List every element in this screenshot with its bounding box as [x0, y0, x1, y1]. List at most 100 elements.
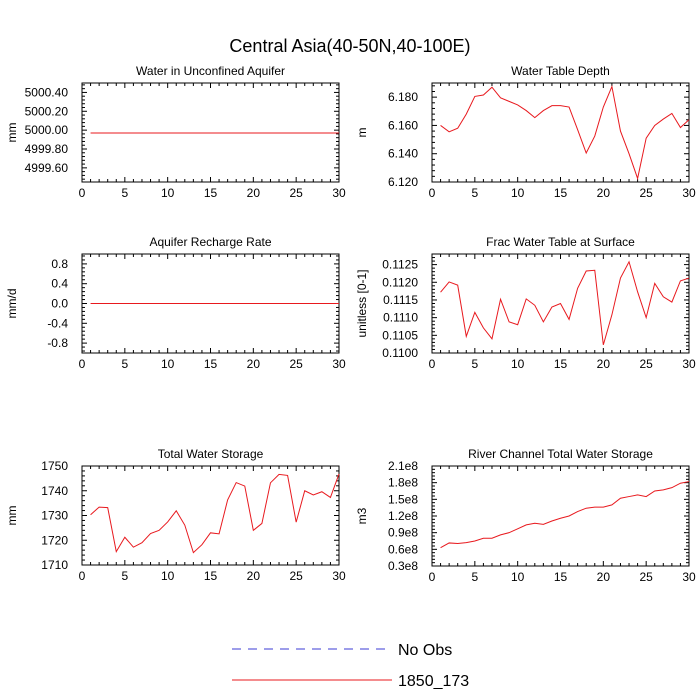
x-tick-label: 25 — [289, 569, 303, 583]
panel-title: Total Water Storage — [158, 447, 264, 461]
y-tick-label: 0.1100 — [382, 346, 418, 360]
panel-title: Water in Unconfined Aquifer — [136, 64, 285, 78]
x-tick-label: 10 — [511, 186, 525, 200]
x-tick-label: 20 — [247, 357, 261, 371]
y-tick-label: 0.6e8 — [388, 542, 418, 556]
plot-frame — [431, 465, 690, 567]
x-tick-label: 0 — [429, 357, 436, 371]
y-tick-label: 0.1110 — [383, 311, 418, 325]
x-tick-label: 10 — [161, 186, 175, 200]
x-tick-label: 20 — [247, 186, 261, 200]
y-tick-label: 4999.60 — [25, 161, 69, 175]
x-tick-label: 15 — [204, 569, 218, 583]
x-tick-label: 15 — [554, 357, 568, 371]
x-tick-label: 5 — [471, 357, 478, 371]
y-tick-label: 5000.40 — [25, 85, 69, 99]
x-tick-label: 25 — [639, 570, 653, 584]
x-tick-label: 5 — [471, 570, 478, 584]
series-line-1850-173 — [440, 84, 690, 181]
x-tick-label: 15 — [204, 186, 218, 200]
panel-total-water-storage: Total Water Storage mm 0 5 10 15 20 25 30 1710 172… — [5, 447, 346, 583]
x-tick-label: 5 — [121, 569, 128, 583]
y-tick-label: 0.3e8 — [388, 559, 418, 573]
x-tick-label: 0 — [79, 569, 86, 583]
series-line-1850-173 — [440, 481, 690, 549]
y-axis-label: mm/d — [5, 289, 19, 319]
legend-label-no-obs: No Obs — [398, 642, 452, 659]
y-tick-label: -0.4 — [47, 316, 68, 330]
x-tick-label: 25 — [289, 357, 303, 371]
y-tick-label: 6.180 — [388, 90, 418, 104]
panel-frac-water-table-at-surface: Frac Water Table at Surface unitless [0-1… — [355, 235, 696, 371]
y-tick-label: 1.8e8 — [388, 476, 418, 490]
x-tick-label: 30 — [682, 570, 696, 584]
y-axis-label: m3 — [355, 507, 369, 524]
y-tick-label: 2.1e8 — [388, 459, 418, 473]
y-tick-label: 6.140 — [388, 147, 418, 161]
legend: No Obs 1850_173 — [232, 642, 469, 690]
y-tick-label: 0.8 — [51, 257, 68, 271]
x-tick-label: 25 — [639, 186, 653, 200]
x-tick-label: 25 — [289, 186, 303, 200]
x-tick-label: 0 — [79, 186, 86, 200]
y-tick-label: 1710 — [41, 558, 68, 572]
x-tick-label: 30 — [332, 186, 346, 200]
panel-river-channel-total-water-storage: River Channel Total Water Storage m3 0 5 10 1… — [355, 447, 696, 584]
y-tick-label: 0.1125 — [382, 258, 418, 272]
y-tick-label: 0.1105 — [382, 328, 418, 342]
x-tick-label: 0 — [79, 357, 86, 371]
x-tick-label: 5 — [121, 357, 128, 371]
x-tick-label: 20 — [597, 357, 611, 371]
series-line-1850-173 — [440, 260, 690, 346]
series-line-1850-173 — [90, 473, 340, 554]
y-axis-label: mm — [5, 123, 19, 143]
y-tick-label: 1.2e8 — [388, 509, 418, 523]
y-axis-label: mm — [5, 506, 19, 526]
panel-title: Frac Water Table at Surface — [486, 235, 635, 249]
x-tick-label: 10 — [161, 569, 175, 583]
figure-title: Central Asia(40-50N,40-100E) — [229, 36, 470, 56]
x-tick-label: 30 — [332, 357, 346, 371]
x-tick-label: 5 — [121, 186, 128, 200]
panel-aquifer-recharge-rate: Aquifer Recharge Rate mm/d 0 5 10 15 20 25 30 -0.… — [5, 235, 346, 371]
panel-title: Aquifer Recharge Rate — [149, 235, 271, 249]
panel-water-table-depth: Water Table Depth m 0 5 10 15 20 25 30 6.120 6.140… — [355, 64, 696, 200]
y-tick-label: 6.160 — [388, 118, 418, 132]
y-axis-label: m — [355, 128, 369, 138]
y-tick-label: 0.1115 — [383, 293, 418, 307]
y-tick-label: 5000.00 — [25, 123, 69, 137]
x-tick-label: 15 — [554, 186, 568, 200]
x-tick-label: 10 — [511, 570, 525, 584]
x-tick-label: 10 — [161, 357, 175, 371]
y-tick-label: 0.4 — [51, 277, 68, 291]
x-tick-label: 30 — [682, 357, 696, 371]
x-tick-label: 0 — [429, 570, 436, 584]
panel-title: River Channel Total Water Storage — [468, 447, 653, 461]
x-tick-label: 5 — [471, 186, 478, 200]
y-tick-label: 1720 — [41, 533, 68, 547]
y-tick-label: 1.5e8 — [388, 492, 418, 506]
y-tick-label: 1730 — [41, 509, 68, 523]
x-tick-label: 30 — [332, 569, 346, 583]
x-tick-label: 15 — [554, 570, 568, 584]
x-tick-label: 10 — [511, 357, 525, 371]
y-tick-label: -0.8 — [47, 336, 68, 350]
x-tick-label: 30 — [682, 186, 696, 200]
y-tick-label: 5000.20 — [25, 104, 69, 118]
y-tick-label: 6.120 — [388, 175, 418, 189]
legend-label-1850-173: 1850_173 — [398, 673, 469, 690]
x-tick-label: 20 — [247, 569, 261, 583]
y-tick-label: 0.0 — [51, 297, 68, 311]
x-tick-label: 25 — [639, 357, 653, 371]
panel-title: Water Table Depth — [511, 64, 610, 78]
y-tick-label: 1750 — [41, 459, 68, 473]
y-tick-label: 0.1120 — [382, 275, 418, 289]
y-tick-label: 0.9e8 — [388, 526, 418, 540]
y-tick-label: 1740 — [41, 484, 68, 498]
panel-water-in-unconfined-aquifer: Water in Unconfined Aquifer mm 0 5 10 15 20 25 3… — [5, 64, 346, 200]
y-axis-label: unitless [0-1] — [355, 269, 369, 337]
x-tick-label: 20 — [597, 570, 611, 584]
plot-frame — [81, 465, 340, 566]
x-tick-label: 20 — [597, 186, 611, 200]
